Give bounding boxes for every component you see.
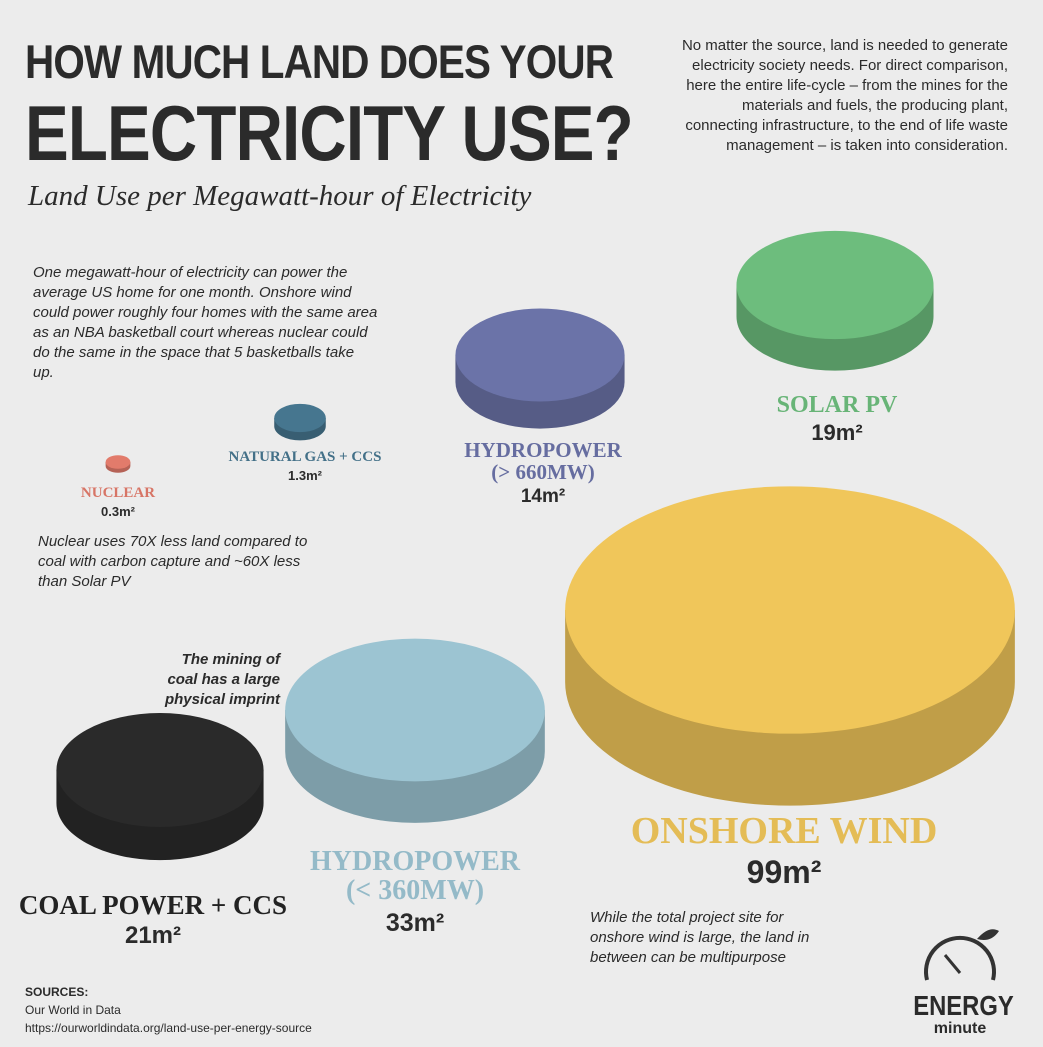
item-label: NATURAL GAS + CCS <box>228 449 382 465</box>
item-label: (< 360MW) <box>345 875 485 907</box>
title: HOW MUCH LAND DOES YOUR <box>25 35 614 88</box>
item-label: COAL POWER + CCS <box>18 890 288 920</box>
disc <box>565 486 1015 734</box>
disc <box>455 308 625 402</box>
context: One megawatt-hour of electricity can pow… <box>33 264 378 381</box>
item-label: SOLAR PV <box>776 392 898 418</box>
item-value: 19m² <box>811 420 863 446</box>
intro: No matter the source, land is needed to … <box>681 37 1008 154</box>
disc <box>105 455 131 469</box>
item-value: 0.3m² <box>101 503 135 519</box>
item-label: HYDROPOWER <box>310 846 520 877</box>
item-value: 1.3m² <box>288 467 322 483</box>
subtitle: Land Use per Megawatt-hour of Electricit… <box>28 180 532 212</box>
note: While the total project site for onshore… <box>590 909 810 966</box>
item-label: (> 660MW) <box>491 460 595 485</box>
item-label: HYDROPOWER <box>464 438 622 462</box>
source-url: https://ourworldindata.org/land-use-per-… <box>25 1021 312 1035</box>
note: Nuclear uses 70X less land compared to c… <box>38 533 308 590</box>
disc <box>285 638 545 782</box>
item-label: NUCLEAR <box>80 485 156 501</box>
title: ELECTRICITY USE? <box>25 89 634 177</box>
item-value: 21m² <box>124 922 182 950</box>
disc <box>56 713 264 827</box>
logo: minute <box>933 1020 987 1037</box>
disc <box>274 403 326 433</box>
note: The mining of coal has a large physical … <box>164 651 280 708</box>
logo-icon <box>924 929 999 981</box>
item-value: 99m² <box>746 853 822 890</box>
item-label: ONSHORE WIND <box>630 810 938 852</box>
item-value: 14m² <box>520 486 566 508</box>
disc <box>736 230 934 340</box>
logo: ENERGY <box>913 990 1014 1021</box>
sources-heading: SOURCES: <box>25 985 89 999</box>
source: Our World in Data <box>25 1003 121 1017</box>
item-value: 33m² <box>385 908 445 937</box>
